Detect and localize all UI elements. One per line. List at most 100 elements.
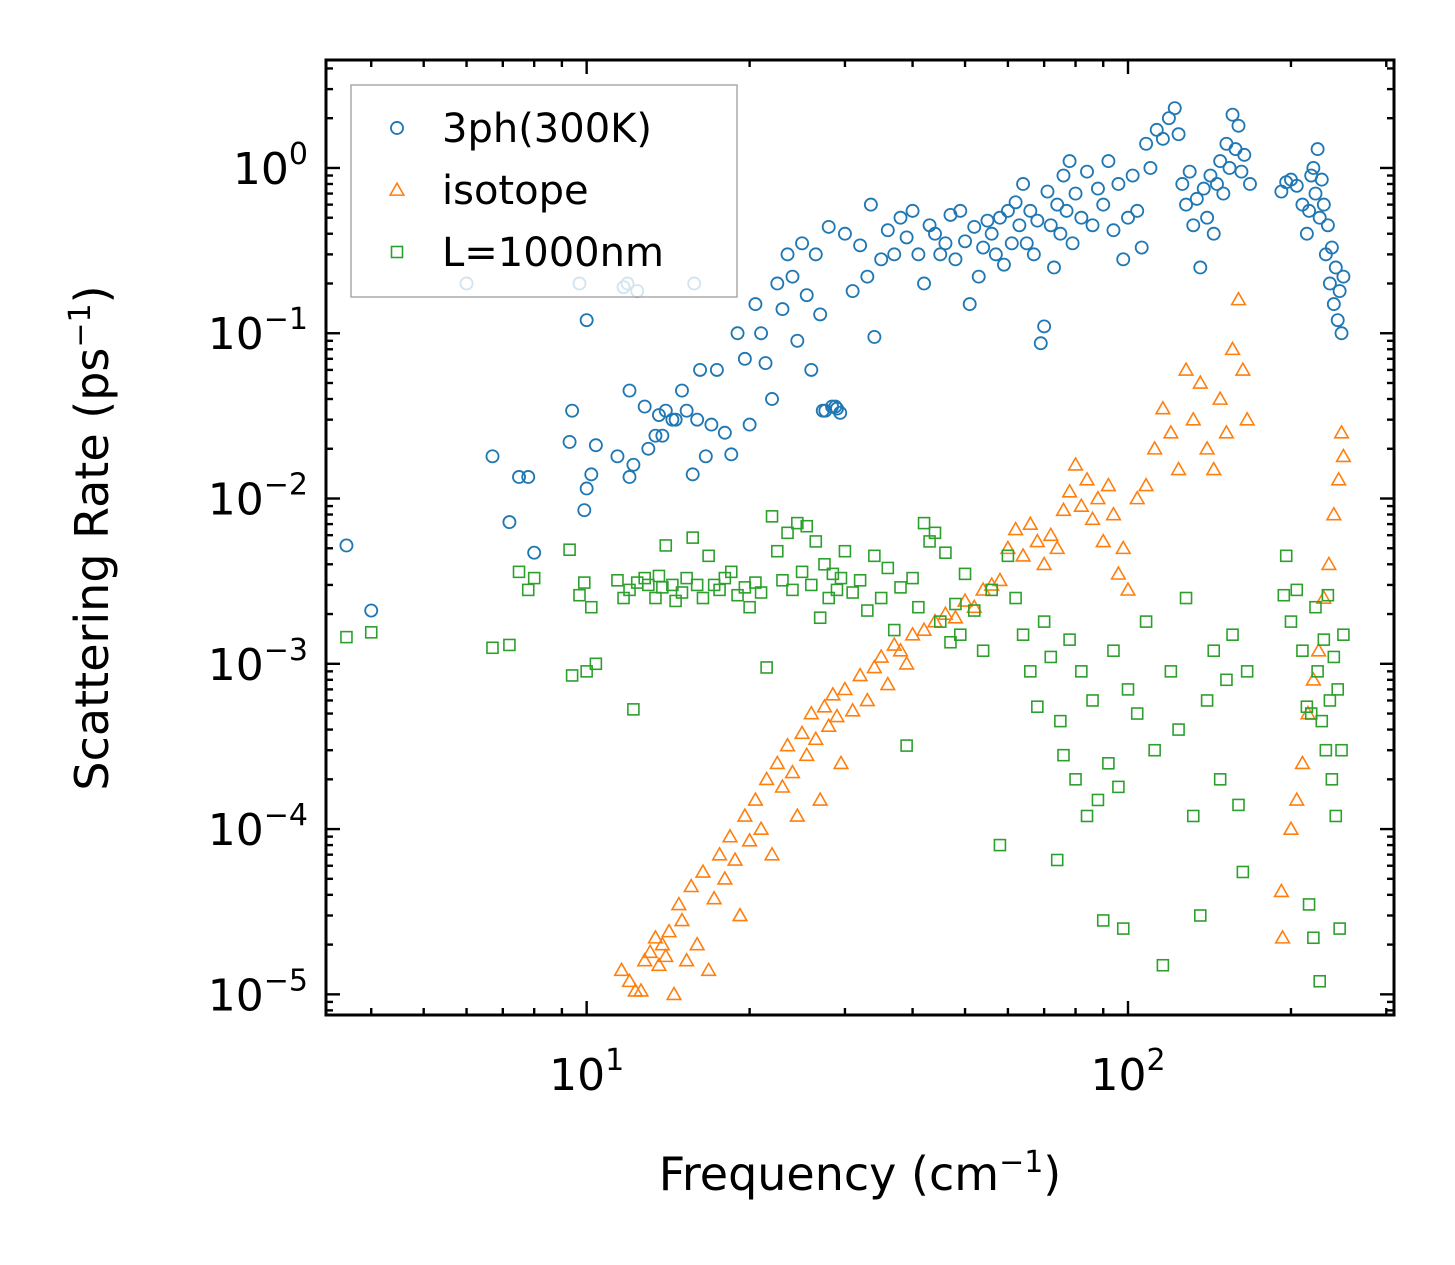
data-point xyxy=(650,956,668,972)
data-point xyxy=(887,247,902,262)
data-point xyxy=(512,470,526,484)
data-point xyxy=(1200,694,1214,707)
data-point xyxy=(971,269,986,284)
data-point xyxy=(579,481,594,496)
data-point xyxy=(771,544,784,558)
data-point xyxy=(1330,313,1345,328)
data-point xyxy=(1001,549,1015,563)
data-point xyxy=(1185,411,1202,426)
data-point xyxy=(486,641,499,655)
data-point xyxy=(1086,694,1099,707)
data-point xyxy=(527,571,541,585)
data-point xyxy=(563,543,576,557)
data-point xyxy=(1111,177,1126,191)
data-point xyxy=(1139,136,1154,151)
data-point xyxy=(1080,809,1094,823)
data-point xyxy=(894,581,907,594)
data-point xyxy=(786,583,799,597)
data-point xyxy=(527,545,542,560)
data-point xyxy=(1063,633,1076,646)
data-point xyxy=(1198,440,1216,455)
data-point xyxy=(658,403,673,418)
data-point xyxy=(868,549,881,563)
data-point xyxy=(1182,164,1197,179)
data-point xyxy=(1091,793,1105,807)
data-point xyxy=(738,581,752,594)
data-point xyxy=(1130,203,1145,218)
data-point xyxy=(836,680,854,696)
data-point xyxy=(1306,161,1321,175)
data-point xyxy=(1146,440,1163,455)
data-point xyxy=(724,447,739,462)
data-point xyxy=(1237,147,1252,162)
data-point xyxy=(988,247,1003,262)
data-point xyxy=(1110,565,1127,580)
data-point xyxy=(630,576,644,589)
data-point xyxy=(993,838,1007,852)
data-point xyxy=(830,401,844,416)
data-point xyxy=(1230,291,1247,306)
data-point xyxy=(784,764,801,779)
data-point xyxy=(853,574,867,587)
data-point xyxy=(1282,820,1300,835)
data-point xyxy=(1116,922,1130,935)
data-point xyxy=(1313,974,1326,988)
data-point xyxy=(800,519,814,533)
data-point xyxy=(726,851,744,866)
data-point xyxy=(585,600,598,614)
data-point xyxy=(1061,483,1078,498)
data-point xyxy=(611,574,624,587)
data-point xyxy=(1316,197,1331,212)
data-point xyxy=(1177,361,1195,376)
data-point xyxy=(905,203,920,218)
data-point xyxy=(1156,958,1170,972)
data-point xyxy=(837,226,852,241)
data-point xyxy=(678,952,695,967)
data-point xyxy=(1224,340,1241,356)
data-point xyxy=(1327,650,1341,664)
y-tick-label: 10−1 xyxy=(208,302,308,360)
data-point xyxy=(521,470,536,484)
data-point xyxy=(1213,773,1227,786)
data-point xyxy=(1222,161,1237,175)
data-point xyxy=(1112,780,1125,794)
data-point xyxy=(1047,260,1061,275)
y-tick-label: 10−2 xyxy=(208,468,308,526)
data-point xyxy=(904,626,921,641)
data-point xyxy=(700,961,717,977)
data-point xyxy=(1154,400,1172,415)
data-point xyxy=(690,412,705,427)
data-point xyxy=(1232,798,1245,812)
data-point xyxy=(1319,743,1333,757)
data-point xyxy=(1335,447,1352,463)
data-point xyxy=(1225,107,1240,122)
data-point xyxy=(1085,218,1100,233)
data-point xyxy=(874,591,888,605)
data-point xyxy=(928,226,942,241)
data-point xyxy=(758,770,775,786)
data-point xyxy=(1179,197,1193,212)
data-point xyxy=(1155,131,1170,146)
data-point xyxy=(1115,539,1132,555)
data-point xyxy=(859,692,876,707)
data-point xyxy=(1121,210,1135,225)
data-point xyxy=(1065,236,1080,251)
data-point xyxy=(1050,197,1065,212)
data-point xyxy=(641,943,659,959)
data-point xyxy=(1090,181,1105,196)
data-point xyxy=(580,665,593,678)
data-point xyxy=(1335,743,1348,757)
data-point xyxy=(573,588,586,602)
data-point xyxy=(1189,191,1204,206)
data-point xyxy=(879,676,897,691)
data-point xyxy=(1192,374,1209,389)
data-point xyxy=(1330,471,1347,486)
data-point xyxy=(1129,490,1146,505)
data-point xyxy=(613,961,630,977)
data-point xyxy=(1315,589,1333,604)
data-point xyxy=(1321,588,1335,602)
legend-marker xyxy=(390,245,404,259)
data-point xyxy=(1273,882,1290,898)
data-point xyxy=(621,972,638,988)
data-point xyxy=(1031,700,1044,714)
